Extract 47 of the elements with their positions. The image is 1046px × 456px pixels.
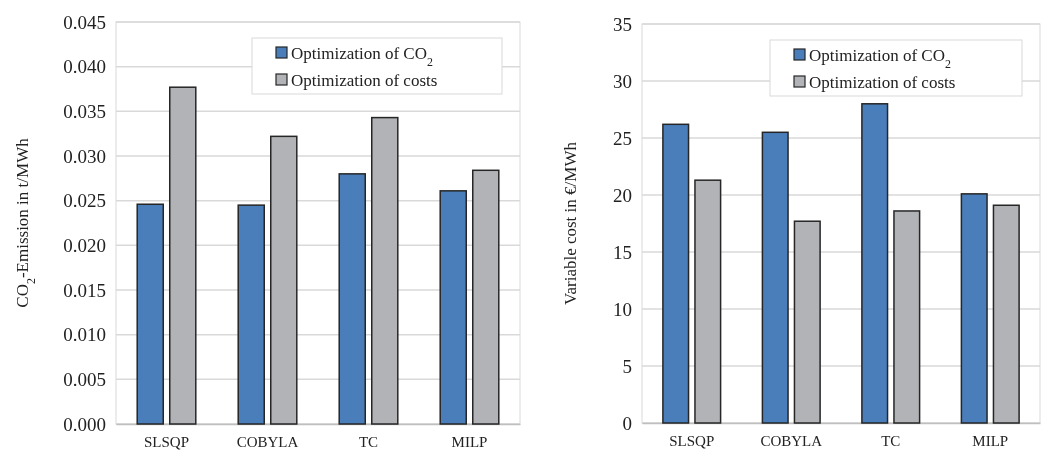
x-tick-label: TC bbox=[358, 433, 379, 450]
y-tick-label: 20 bbox=[613, 184, 632, 206]
y-tick-label: 35 bbox=[613, 13, 632, 35]
y-tick-label: 0.030 bbox=[63, 145, 106, 167]
bar bbox=[861, 103, 889, 424]
bar bbox=[992, 204, 1020, 424]
bar bbox=[662, 123, 690, 424]
bar bbox=[338, 173, 366, 425]
bar bbox=[169, 86, 197, 425]
legend-label: Optimization of costs bbox=[291, 71, 438, 90]
y-tick-label: 0.025 bbox=[63, 190, 106, 212]
bar bbox=[960, 193, 988, 424]
x-tick-label: COBYLA bbox=[236, 433, 299, 450]
legend-label: Optimization of costs bbox=[809, 73, 956, 92]
bar bbox=[793, 220, 821, 424]
x-tick-label: MILP bbox=[972, 432, 1009, 449]
legend-label: Optimization of CO$_{2}$ bbox=[809, 46, 951, 71]
y-tick-label: 10 bbox=[613, 298, 632, 320]
bar bbox=[136, 203, 164, 425]
y-tick-label: 0.020 bbox=[63, 234, 106, 256]
x-tick-label: TC bbox=[881, 432, 901, 449]
y-tick-label: 0.005 bbox=[63, 368, 106, 390]
bar bbox=[472, 169, 500, 425]
y-tick-label: 15 bbox=[613, 241, 632, 263]
y-tick-label: 5 bbox=[622, 355, 632, 377]
y-tick-label: 0.010 bbox=[63, 324, 106, 346]
bar bbox=[237, 204, 265, 425]
y-tick-label: 0.040 bbox=[63, 56, 106, 78]
bar bbox=[761, 131, 789, 424]
bar bbox=[371, 116, 399, 425]
bar bbox=[694, 179, 722, 424]
y-tick-label: 0.015 bbox=[63, 279, 106, 301]
legend-label: Optimization of CO$_{2}$ bbox=[291, 44, 433, 69]
y-tick-label: 0.045 bbox=[63, 11, 106, 33]
bar bbox=[439, 190, 467, 425]
y-tick-label: 0.000 bbox=[63, 413, 106, 435]
y-tick-label: 25 bbox=[613, 127, 632, 149]
x-tick-label: SLSQP bbox=[669, 432, 715, 449]
bar bbox=[270, 135, 298, 425]
y-tick-label: 0 bbox=[622, 412, 632, 434]
x-tick-label: COBYLA bbox=[760, 432, 823, 449]
x-tick-label: MILP bbox=[451, 433, 488, 450]
bar bbox=[893, 210, 921, 424]
y-axis-title: Variable cost in €/MWh bbox=[561, 141, 580, 305]
y-tick-label: 30 bbox=[613, 70, 632, 92]
x-tick-label: SLSQP bbox=[143, 433, 190, 450]
y-tick-label: 0.035 bbox=[63, 100, 106, 122]
